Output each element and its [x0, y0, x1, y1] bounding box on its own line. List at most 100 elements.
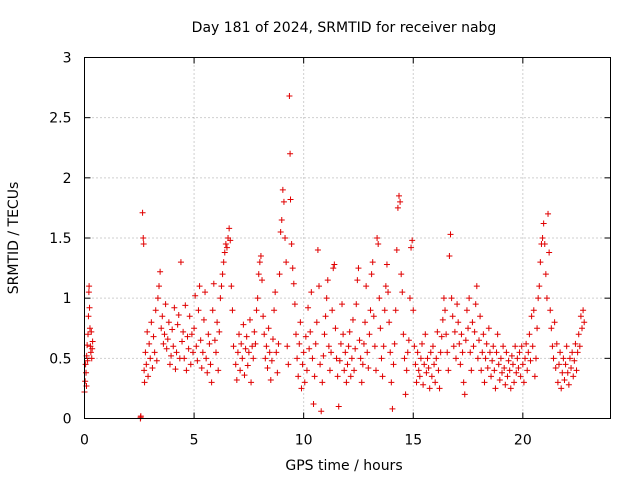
data-point	[447, 231, 454, 238]
data-point	[522, 355, 529, 362]
data-point	[500, 343, 507, 350]
data-point	[159, 313, 166, 320]
data-point	[459, 349, 466, 356]
data-point	[287, 196, 294, 203]
data-point	[188, 331, 195, 338]
data-point	[162, 301, 169, 308]
data-point	[88, 328, 95, 335]
axis-ticks: 0 0.5 1 1.5 2 2.5 3 0 5 10 15 20	[49, 51, 611, 449]
data-point	[204, 369, 211, 376]
data-point	[393, 247, 400, 254]
data-point	[87, 349, 94, 356]
data-point	[84, 357, 91, 364]
data-point	[207, 361, 214, 368]
data-point	[421, 361, 428, 368]
data-point	[245, 349, 252, 356]
data-point	[389, 405, 396, 412]
data-point	[318, 408, 325, 415]
data-point	[311, 373, 318, 380]
data-point	[540, 220, 547, 227]
data-point	[387, 349, 394, 356]
data-point	[313, 319, 320, 326]
data-point	[367, 307, 374, 314]
x-tick-label: 10	[295, 433, 313, 449]
data-point	[228, 283, 235, 290]
data-point	[378, 355, 385, 362]
data-point	[555, 361, 562, 368]
data-point	[199, 349, 206, 356]
data-point	[329, 307, 336, 314]
data-point	[154, 295, 161, 302]
data-point	[287, 150, 294, 157]
data-point	[268, 357, 275, 364]
data-point	[558, 385, 565, 392]
data-point	[192, 292, 199, 299]
data-point	[559, 369, 566, 376]
data-point	[488, 373, 495, 380]
data-point	[257, 253, 264, 260]
data-point	[302, 333, 309, 340]
data-point	[465, 325, 472, 332]
data-point	[402, 391, 409, 398]
data-point	[529, 343, 536, 350]
data-point	[351, 367, 358, 374]
data-point	[541, 241, 548, 248]
data-point	[86, 283, 93, 290]
data-point	[275, 340, 282, 347]
data-point	[381, 307, 388, 314]
data-point	[536, 283, 543, 290]
data-point	[141, 367, 148, 374]
data-point	[85, 331, 92, 338]
data-point	[263, 343, 270, 350]
data-point	[226, 225, 233, 232]
data-point	[180, 328, 187, 335]
data-point	[233, 376, 240, 383]
data-point	[360, 340, 367, 347]
data-point	[356, 337, 363, 344]
data-point	[546, 249, 553, 256]
data-point	[406, 295, 413, 302]
data-point	[502, 381, 509, 388]
data-point	[396, 192, 403, 199]
data-point	[158, 325, 165, 332]
data-point	[532, 355, 539, 362]
data-point	[440, 295, 447, 302]
data-point	[314, 247, 321, 254]
data-point	[525, 349, 532, 356]
data-point	[264, 364, 271, 371]
data-point	[234, 349, 241, 356]
data-point	[177, 259, 184, 266]
y-tick-label: 1.5	[49, 231, 71, 247]
data-point	[508, 352, 515, 359]
data-point	[323, 295, 330, 302]
data-point	[572, 340, 579, 347]
data-point	[292, 331, 299, 338]
x-axis-label: GPS time / hours	[285, 458, 402, 474]
data-point	[211, 337, 218, 344]
data-point	[470, 343, 477, 350]
data-point	[146, 340, 153, 347]
data-point	[196, 283, 203, 290]
data-point	[515, 364, 522, 371]
data-point	[372, 367, 379, 374]
data-point	[144, 328, 151, 335]
data-point	[534, 325, 541, 332]
x-tick-label: 15	[404, 433, 422, 449]
data-point	[320, 352, 327, 359]
y-tick-label: 1	[63, 291, 72, 307]
data-point	[484, 364, 491, 371]
data-point	[429, 343, 436, 350]
data-point	[262, 355, 269, 362]
data-point	[147, 355, 154, 362]
data-point	[143, 361, 150, 368]
data-point	[303, 367, 310, 374]
data-point	[276, 271, 283, 278]
data-point	[517, 373, 524, 380]
data-point	[370, 313, 377, 320]
data-point	[428, 373, 435, 380]
data-point	[454, 301, 461, 308]
data-point	[213, 349, 219, 356]
data-point	[344, 361, 351, 368]
data-point	[230, 343, 237, 350]
